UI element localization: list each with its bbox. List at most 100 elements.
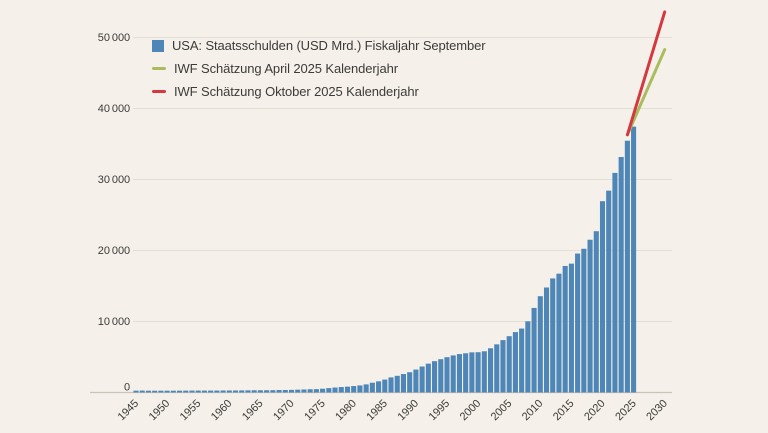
- bar: [400, 374, 407, 393]
- bar: [556, 273, 562, 393]
- x-tick-label: 1950: [147, 398, 173, 424]
- x-tick-label: 2030: [644, 398, 670, 424]
- bar: [351, 386, 357, 393]
- bar: [195, 390, 201, 393]
- bar: [332, 387, 338, 393]
- bar: [214, 390, 220, 393]
- bar: [599, 201, 606, 393]
- bar: [145, 390, 151, 393]
- bar: [357, 385, 363, 393]
- legend-label-imf-october: IWF Schätzung Oktober 2025 Kalenderjahr: [174, 84, 419, 99]
- bar: [581, 248, 587, 393]
- bar: [232, 390, 239, 393]
- bar: [494, 344, 500, 393]
- bar: [419, 366, 425, 393]
- bar: [487, 348, 494, 393]
- bar: [288, 389, 295, 393]
- bar: [562, 265, 568, 393]
- bar: [363, 384, 369, 393]
- x-tick-label: 2015: [551, 398, 577, 424]
- legend-label-debt-bars: USA: Staatsschulden (USD Mrd.) Fiskaljah…: [172, 38, 486, 53]
- bar: [307, 389, 313, 393]
- bar: [543, 287, 550, 393]
- bar: [239, 390, 245, 393]
- bar: [313, 389, 319, 393]
- bar: [463, 353, 469, 393]
- legend: USA: Staatsschulden (USD Mrd.) Fiskaljah…: [152, 37, 486, 100]
- bar: [475, 352, 481, 393]
- x-tick-label: 2020: [582, 398, 608, 424]
- bar: [344, 386, 351, 393]
- bar: [152, 390, 158, 393]
- bar: [612, 172, 618, 393]
- y-tick-label: 40 000: [98, 103, 130, 115]
- x-tick-label: 1995: [427, 398, 453, 424]
- bar: [264, 390, 270, 393]
- legend-line-marker-october: [152, 90, 166, 93]
- bar: [170, 390, 176, 393]
- bar: [450, 355, 456, 393]
- bar: [575, 253, 581, 393]
- x-tick-label: 1990: [396, 398, 422, 424]
- bar: [176, 390, 183, 393]
- bar: [525, 321, 531, 393]
- bar: [282, 389, 288, 393]
- legend-square-marker: [152, 39, 164, 52]
- bar: [183, 390, 189, 393]
- bar: [338, 387, 344, 393]
- bar: [407, 372, 413, 393]
- x-tick-label: 1945: [116, 398, 142, 424]
- y-tick-label: 10 000: [98, 316, 130, 328]
- legend-label-imf-april: IWF Schätzung April 2025 Kalenderjahr: [174, 61, 398, 76]
- bar: [606, 190, 612, 393]
- bar: [537, 296, 543, 393]
- bar: [208, 390, 214, 393]
- bar: [631, 126, 637, 393]
- bar: [201, 390, 207, 393]
- x-tick-label: 1960: [209, 398, 235, 424]
- forecast-line-october: [625, 10, 667, 137]
- bar: [469, 352, 475, 393]
- y-tick-label: 0: [124, 382, 130, 394]
- bar: [587, 239, 593, 393]
- bar: [550, 278, 556, 393]
- legend-item-imf-april: IWF Schätzung April 2025 Kalenderjahr: [152, 60, 486, 77]
- x-tick-label: 1955: [178, 398, 204, 424]
- bar: [432, 361, 438, 393]
- bar: [164, 390, 170, 393]
- bar: [382, 379, 388, 393]
- y-tick-label: 50 000: [98, 32, 130, 44]
- bar: [425, 363, 431, 393]
- bar: [444, 357, 450, 393]
- x-tick-label: 1985: [364, 398, 390, 424]
- bar: [257, 390, 263, 393]
- bar: [226, 390, 232, 393]
- bar: [618, 157, 624, 393]
- bar: [326, 388, 332, 393]
- bar: [481, 351, 487, 393]
- bar: [438, 359, 444, 393]
- bar: [369, 382, 375, 393]
- bar: [320, 388, 326, 393]
- bar: [301, 389, 307, 393]
- legend-item-imf-october: IWF Schätzung Oktober 2025 Kalenderjahr: [152, 83, 486, 100]
- x-tick-label: 2005: [489, 398, 515, 424]
- x-axis-labels: 1945 1950 1955 1960 1965 1970 1975 1980 1985 1990…: [116, 398, 670, 424]
- bar: [506, 336, 512, 393]
- bar: [251, 390, 257, 393]
- debt-bars: [133, 126, 637, 393]
- bar: [624, 140, 630, 393]
- x-tick-label: 2025: [613, 398, 639, 424]
- bar: [512, 332, 518, 393]
- x-tick-label: 1975: [302, 398, 328, 424]
- bar: [139, 390, 145, 393]
- forecast-line-april: [625, 48, 667, 137]
- x-tick-label: 1965: [240, 398, 266, 424]
- bar: [388, 377, 394, 393]
- bar: [220, 390, 226, 393]
- bar: [531, 307, 537, 393]
- x-tick-label: 1980: [333, 398, 359, 424]
- bar: [295, 389, 301, 393]
